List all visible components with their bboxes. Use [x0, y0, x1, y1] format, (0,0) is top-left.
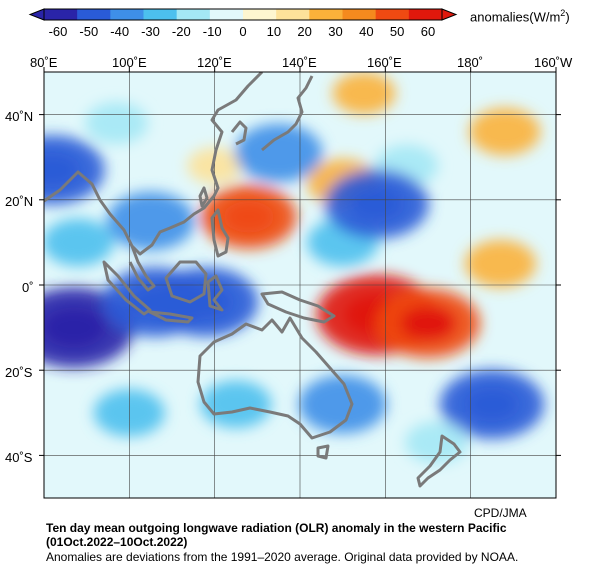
coastline-new-guinea: [260, 290, 336, 324]
colorbar-tick-label: 40: [359, 24, 374, 39]
coastline-sumatra: [102, 260, 152, 316]
colorbar-segment: [342, 9, 377, 20]
colorbar-tick-label: -60: [48, 24, 68, 39]
coastline-malay-peninsula: [128, 245, 156, 292]
colorbar-segment: [110, 9, 144, 20]
colorbar-segment: [44, 9, 78, 20]
lon-label-180: 180˚: [457, 55, 484, 70]
colorbar-segment: [276, 9, 310, 20]
lat-label-equator: 0˚: [22, 280, 34, 295]
unit-superscript: 2: [560, 8, 566, 18]
colorbar-right-arrow: [441, 8, 458, 21]
lon-label-160w: 160˚W: [534, 55, 573, 70]
unit-prefix: anomalies(W/m: [470, 9, 561, 25]
colorbar-tick-label: -50: [79, 24, 99, 39]
coastline-philippines: [210, 208, 230, 258]
anomaly-core: [400, 305, 456, 341]
lon-label-160e: 160˚E: [367, 55, 402, 70]
colorbar-unit: anomalies(W/m2): [470, 8, 570, 24]
colorbar-segment: [209, 9, 244, 20]
colorbar-tick-label: 60: [420, 24, 436, 39]
coastline-sulawesi: [206, 274, 224, 312]
colorbar-tick-label: 10: [266, 24, 282, 39]
positive-anomaly-area: [464, 239, 537, 288]
negative-anomaly-area: [85, 102, 149, 145]
anomaly-field: [44, 72, 545, 464]
colorbar-tick-label: 20: [297, 24, 312, 39]
lon-label-80e: 80˚E: [30, 55, 58, 70]
lat-label-40s: 40˚S: [5, 450, 33, 465]
lat-label-20n: 20˚N: [5, 194, 34, 209]
anomaly-core: [464, 386, 520, 422]
colorbar-segment: [143, 9, 178, 20]
caption-note: Anomalies are deviations from the 1991–2…: [46, 550, 519, 564]
colorbar-segment: [309, 9, 343, 20]
colorbar-segment: [77, 9, 111, 20]
coastline-asia: [44, 72, 264, 256]
coastline-korea: [230, 120, 248, 146]
colorbar-left-arrow: [28, 8, 45, 21]
negative-anomaly-area: [106, 191, 195, 251]
anomaly-core: [44, 152, 81, 188]
coastline-australia: [196, 316, 354, 440]
colorbar-segment: [243, 9, 277, 20]
caption-period: (01Oct.2022–10Oct.2022): [46, 535, 188, 549]
colorbar-segment: [375, 9, 410, 20]
negative-anomaly-area: [234, 123, 323, 183]
colorbar-tick-label: 50: [389, 24, 405, 39]
grid-lines: [44, 72, 556, 498]
lat-label-40n: 40˚N: [5, 109, 34, 124]
colorbar-tick-label: -10: [202, 24, 222, 39]
lon-label-100e: 100˚E: [112, 55, 147, 70]
anomaly-core: [349, 186, 405, 222]
negative-anomaly-area: [405, 421, 469, 464]
colorbar-frame: [43, 8, 443, 21]
anomaly-core: [44, 307, 107, 348]
colorbar: [28, 8, 458, 21]
anomaly-core: [223, 200, 275, 233]
colorbar-segment: [176, 9, 211, 20]
coastline-new-zealand: [416, 434, 462, 488]
negative-anomaly-area: [200, 380, 272, 429]
caption-title: Ten day mean outgoing longwave radiation…: [46, 521, 507, 535]
coastline-tasmania: [316, 444, 330, 460]
colorbar-segment: [408, 9, 443, 20]
colorbar-tick-label: -30: [141, 24, 160, 39]
positive-anomaly-area: [332, 72, 396, 115]
coastline-taiwan: [198, 186, 209, 208]
coastline-java: [148, 310, 194, 324]
unit-suffix: ): [565, 9, 570, 25]
positive-anomaly-area: [469, 107, 541, 156]
negative-anomaly-area: [298, 375, 387, 434]
colorbar-tick-label: -40: [110, 24, 130, 39]
colorbar-tick-label: -20: [171, 24, 191, 39]
colorbar-tick-label: 0: [239, 24, 247, 39]
lon-label-140e: 140˚E: [282, 55, 317, 70]
coastlines: [44, 72, 462, 488]
coastline-borneo: [164, 260, 208, 304]
negative-anomaly-area: [44, 218, 114, 267]
frame-ticks: [39, 67, 561, 456]
lon-label-120e: 120˚E: [197, 55, 232, 70]
lat-label-20s: 20˚S: [5, 365, 33, 380]
colorbar-tick-label: 30: [328, 24, 343, 39]
coastline-japan: [261, 75, 314, 152]
credit-label: CPD/JMA: [474, 506, 527, 520]
